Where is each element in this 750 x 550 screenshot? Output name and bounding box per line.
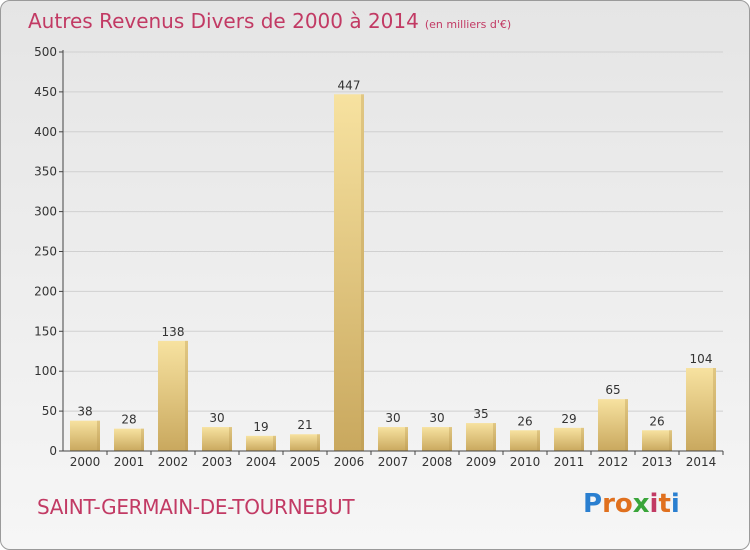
y-tick-label: 50	[42, 404, 57, 418]
bar-shade	[317, 434, 320, 451]
data-label: 30	[429, 411, 444, 425]
data-label: 19	[253, 420, 268, 434]
y-tick-label: 450	[34, 85, 57, 99]
y-tick-label: 150	[34, 324, 57, 338]
data-label: 30	[209, 411, 224, 425]
x-tick-label: 2006	[334, 455, 365, 469]
bar	[158, 340, 188, 451]
bar	[70, 420, 100, 451]
bar-shade	[581, 427, 584, 451]
x-tick-label: 2008	[422, 455, 453, 469]
data-label: 65	[605, 383, 620, 397]
logo-letter: x	[632, 489, 650, 519]
y-tick-label: 300	[34, 205, 57, 219]
bar	[554, 427, 584, 451]
bar-shade	[273, 435, 276, 451]
data-label: 38	[77, 405, 92, 419]
x-tick-label: 2010	[510, 455, 541, 469]
bar-shade	[669, 430, 672, 451]
data-label: 28	[121, 413, 136, 427]
bar	[466, 423, 496, 451]
y-tick-label: 100	[34, 364, 57, 378]
bar	[246, 435, 276, 451]
bar	[510, 430, 540, 451]
y-tick-label: 250	[34, 245, 57, 259]
proxiti-logo: Proxiti	[583, 489, 680, 519]
data-label: 35	[473, 407, 488, 421]
x-tick-label: 2004	[246, 455, 277, 469]
chart-title-unit: (en milliers d'€)	[424, 18, 512, 31]
x-tick-label: 2012	[598, 455, 629, 469]
commune-name: SAINT-GERMAIN-DE-TOURNEBUT	[37, 495, 355, 519]
data-label: 138	[162, 325, 185, 339]
data-label: 26	[649, 414, 664, 428]
bar	[290, 434, 320, 451]
bar	[378, 427, 408, 451]
x-tick-label: 2000	[70, 455, 101, 469]
bar-shade	[537, 430, 540, 451]
bar	[114, 428, 144, 451]
x-tick-label: 2001	[114, 455, 145, 469]
x-tick-label: 2007	[378, 455, 409, 469]
x-tick-label: 2011	[554, 455, 585, 469]
bar-shade	[625, 399, 628, 451]
y-tick-label: 200	[34, 284, 57, 298]
logo-letter: o	[614, 489, 633, 519]
bar	[202, 427, 232, 451]
x-tick-label: 2005	[290, 455, 321, 469]
bars	[70, 94, 716, 451]
bar	[686, 368, 716, 451]
data-label: 104	[690, 352, 713, 366]
axes	[59, 50, 724, 455]
x-tick-label: 2003	[202, 455, 233, 469]
bar	[598, 399, 628, 451]
data-label: 26	[517, 414, 532, 428]
bar-shade	[449, 427, 452, 451]
bar	[642, 430, 672, 451]
data-label: 21	[297, 418, 312, 432]
data-label: 447	[338, 78, 361, 92]
bar-shade	[713, 368, 716, 451]
logo-letter: r	[602, 489, 615, 519]
bar-shade	[229, 427, 232, 451]
y-tick-label: 400	[34, 125, 57, 139]
y-tick-label: 500	[34, 45, 57, 59]
y-tick-label: 350	[34, 165, 57, 179]
x-tick-label: 2013	[642, 455, 673, 469]
chart-title-main: Autres Revenus Divers de 2000 à 2014	[28, 9, 419, 33]
bar-shade	[405, 427, 408, 451]
bar-shade	[493, 423, 496, 451]
logo-letter: i	[649, 489, 659, 519]
bar-shade	[141, 428, 144, 451]
bar-shade	[97, 420, 100, 451]
bar	[422, 427, 452, 451]
x-tick-label: 2002	[158, 455, 189, 469]
data-label: 29	[561, 412, 576, 426]
x-tick-label: 2014	[686, 455, 717, 469]
chart-title: Autres Revenus Divers de 2000 à 2014 (en …	[28, 9, 511, 33]
labels: 0 50 100 150 200 250 300 350 400 450 500 38 2000 28 20…	[34, 45, 716, 469]
bar	[334, 94, 364, 451]
x-tick-label: 2009	[466, 455, 497, 469]
data-label: 30	[385, 411, 400, 425]
bar-shade	[361, 94, 364, 451]
y-tick-label: 0	[49, 444, 57, 458]
logo-letter: t	[658, 489, 671, 519]
logo-letter: i	[670, 489, 680, 519]
bar-shade	[185, 340, 188, 451]
logo-letter: P	[583, 489, 603, 519]
